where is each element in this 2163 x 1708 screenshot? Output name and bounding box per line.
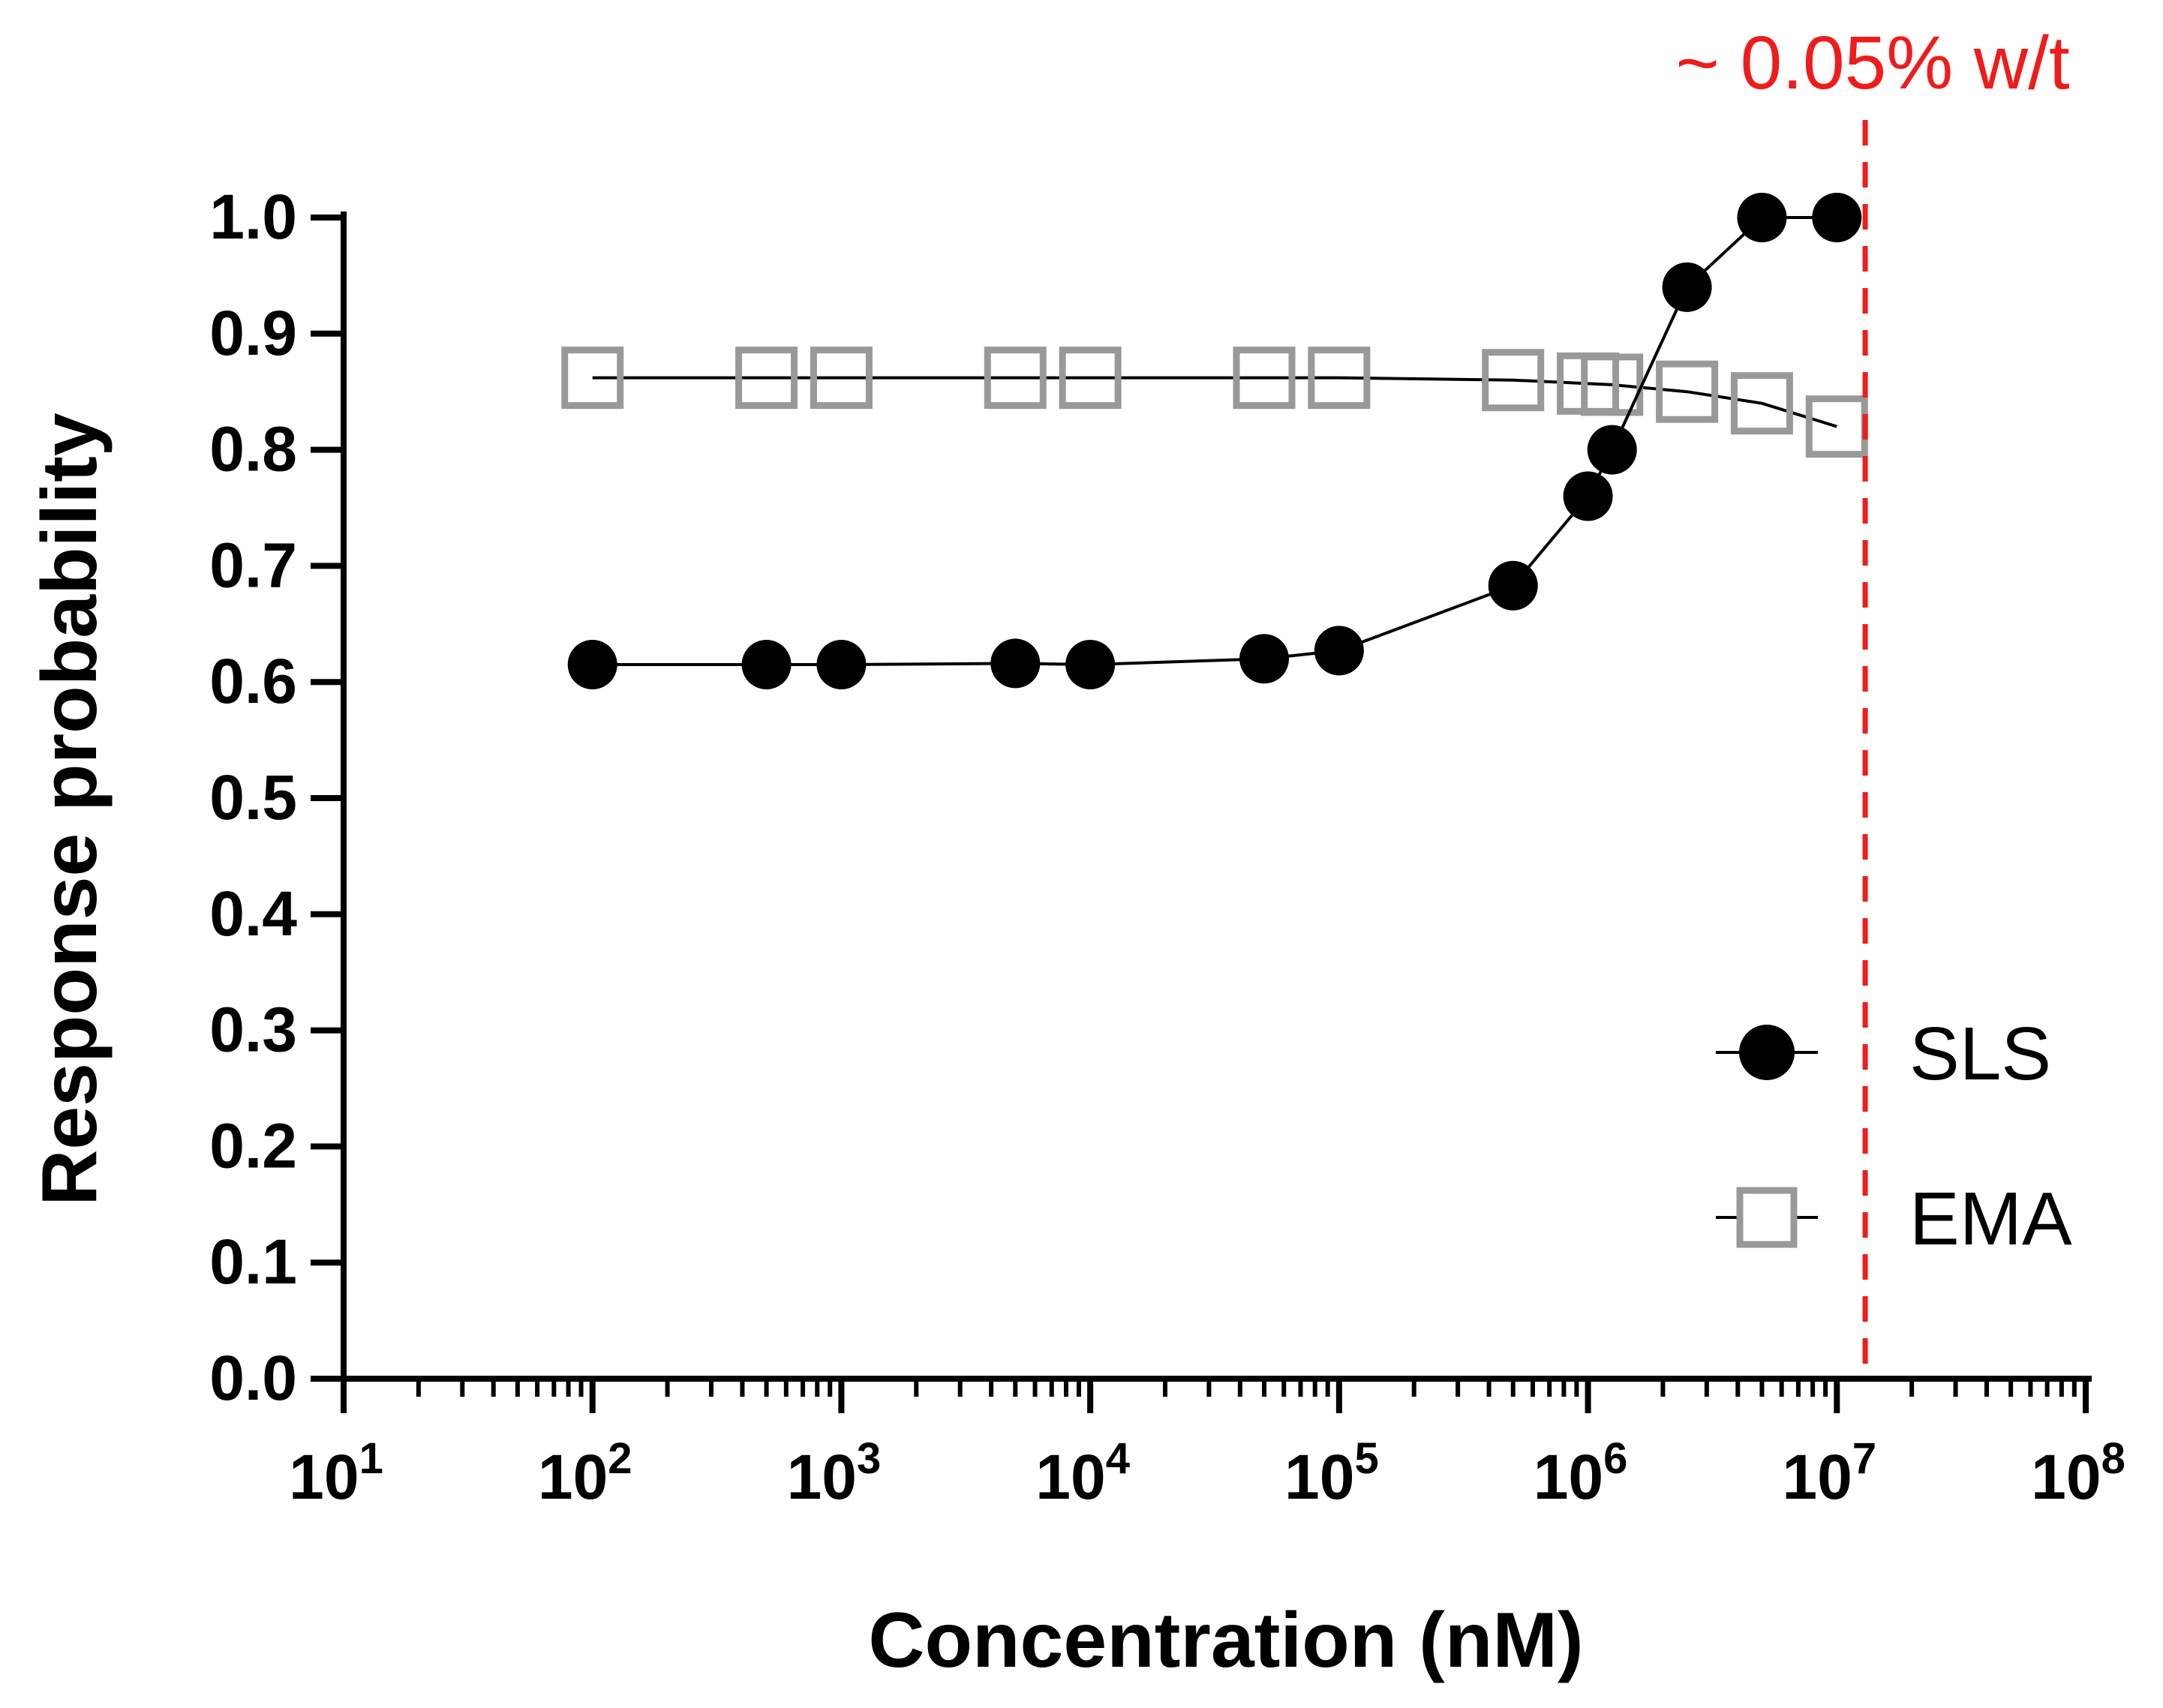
x-axis-title: Concentration (nM) bbox=[868, 1597, 1583, 1684]
data-point-sls bbox=[1662, 262, 1712, 312]
threshold-label: ~ 0.05% w/t bbox=[1675, 21, 2070, 105]
annotation-layer: ~ 0.05% w/t bbox=[1675, 21, 2070, 1379]
y-tick-label: 1.0 bbox=[209, 182, 297, 252]
series-line-sls bbox=[592, 216, 1837, 666]
data-point-sls bbox=[741, 639, 792, 689]
data-point-ema bbox=[1656, 360, 1719, 423]
data-point-sls bbox=[1065, 639, 1116, 689]
legend-item-sls: SLS bbox=[1716, 1012, 2051, 1096]
y-axis-title: Response probability bbox=[26, 413, 113, 1206]
x-tick-label: 101 bbox=[289, 1434, 383, 1512]
legend-item-ema: EMA bbox=[1716, 1177, 2072, 1261]
data-point-ema bbox=[735, 347, 798, 410]
y-tick-label: 0.0 bbox=[209, 1343, 297, 1413]
series-layer bbox=[561, 193, 1868, 689]
data-point-ema bbox=[1482, 349, 1545, 412]
data-point-sls bbox=[990, 638, 1041, 689]
data-point-ema bbox=[1730, 372, 1793, 435]
y-tick-label: 0.1 bbox=[209, 1226, 297, 1297]
x-tick-label: 102 bbox=[538, 1434, 632, 1512]
series-ema bbox=[561, 347, 1868, 458]
x-tick-label: 105 bbox=[1284, 1434, 1379, 1512]
y-tick-label: 0.5 bbox=[209, 762, 297, 833]
data-point-ema bbox=[1059, 347, 1122, 410]
data-point-ema bbox=[1308, 347, 1371, 410]
x-tick-label: 108 bbox=[2031, 1434, 2125, 1512]
series-line-ema bbox=[592, 376, 1837, 428]
legend: SLS EMA bbox=[1716, 1012, 2072, 1261]
data-point-sls bbox=[1812, 193, 1862, 242]
y-tick-label: 0.6 bbox=[209, 646, 297, 716]
x-tick-label: 107 bbox=[1782, 1434, 1876, 1512]
y-tick-label: 0.8 bbox=[209, 414, 297, 485]
y-tick-label: 0.7 bbox=[209, 530, 297, 600]
legend-marker-sls bbox=[1739, 1025, 1795, 1080]
data-point-sls bbox=[1239, 634, 1290, 684]
y-tick-label: 0.2 bbox=[209, 1110, 297, 1181]
legend-label-sls: SLS bbox=[1909, 1012, 2051, 1096]
y-tick-label: 0.9 bbox=[209, 298, 297, 368]
data-point-sls bbox=[1314, 626, 1364, 676]
x-tick-label: 104 bbox=[1035, 1434, 1130, 1512]
data-point-ema bbox=[561, 347, 624, 410]
axes: 0.0 0.1 0.2 0.3 0.4 0.5 0.6 0.7 0.8 0.9 1.0 101 102 1… bbox=[26, 182, 2125, 1684]
data-point-sls bbox=[1488, 560, 1538, 611]
y-tick-label: 0.3 bbox=[209, 995, 297, 1065]
legend-marker-ema bbox=[1736, 1187, 1798, 1248]
x-tick-label: 103 bbox=[787, 1434, 882, 1512]
data-point-sls bbox=[1737, 193, 1787, 242]
data-point-ema bbox=[1233, 347, 1296, 410]
data-point-sls bbox=[1563, 471, 1613, 521]
data-point-ema bbox=[810, 347, 873, 410]
data-point-sls bbox=[816, 639, 867, 689]
x-tick-label: 106 bbox=[1534, 1434, 1628, 1512]
data-point-ema bbox=[984, 347, 1047, 410]
y-tick-label: 0.4 bbox=[209, 878, 297, 949]
series-sls bbox=[567, 193, 1862, 689]
legend-label-ema: EMA bbox=[1909, 1177, 2072, 1261]
data-point-sls bbox=[1587, 425, 1637, 475]
data-point-sls bbox=[567, 639, 617, 689]
data-point-ema bbox=[1581, 353, 1644, 416]
